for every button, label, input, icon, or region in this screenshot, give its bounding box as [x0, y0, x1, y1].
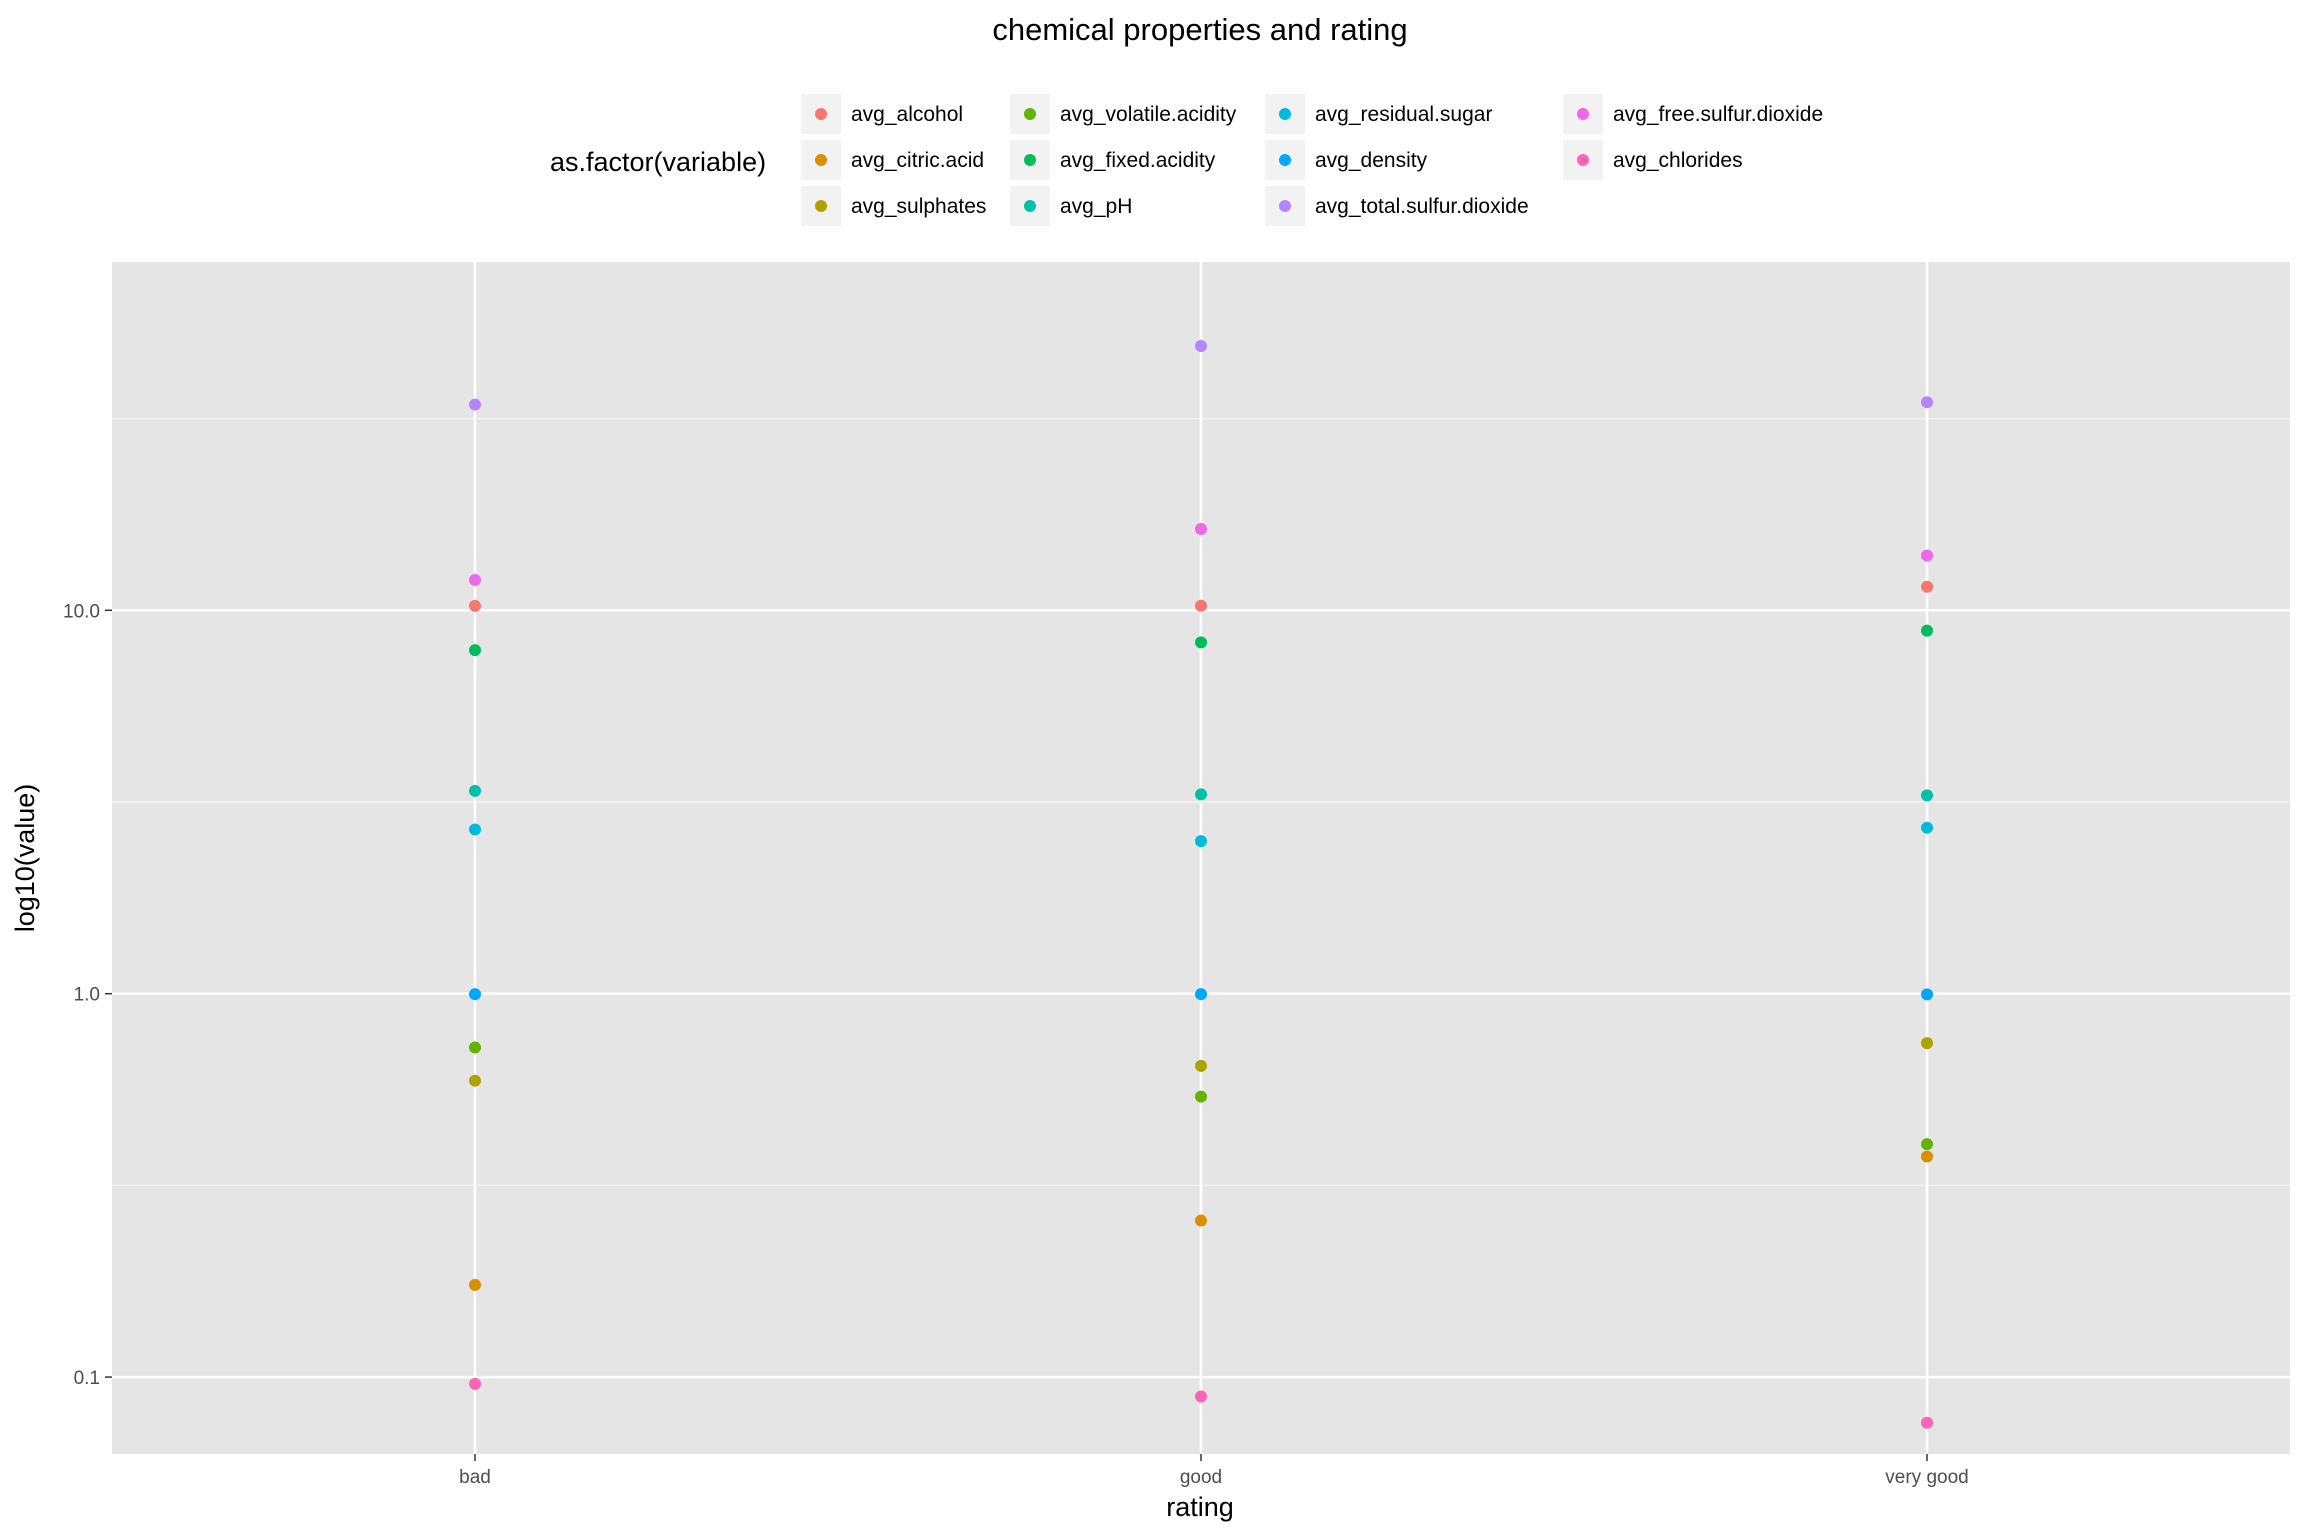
legend-title: as.factor(variable) — [550, 147, 766, 177]
legend-swatch — [1024, 200, 1036, 212]
x-axis-title: rating — [1166, 1492, 1234, 1522]
legend-swatch — [1024, 154, 1036, 166]
x-tick-label: bad — [459, 1467, 491, 1488]
data-point — [1195, 636, 1207, 649]
legend-label: avg_alcohol — [851, 103, 963, 126]
data-point — [469, 599, 481, 612]
data-point — [1921, 580, 1933, 593]
legend-swatch — [1577, 154, 1589, 166]
legend-swatch — [1279, 200, 1291, 212]
legend-label: avg_density — [1315, 149, 1428, 172]
legend-swatch — [1279, 108, 1291, 120]
data-point — [469, 1074, 481, 1087]
legend-label: avg_residual.sugar — [1315, 103, 1492, 126]
data-point — [1195, 599, 1207, 612]
y-tick-label: 10.0 — [63, 601, 100, 622]
data-point — [1195, 1390, 1207, 1403]
data-point — [1921, 789, 1933, 802]
data-point — [469, 1041, 481, 1054]
legend-label: avg_fixed.acidity — [1060, 149, 1216, 172]
data-point — [1921, 624, 1933, 637]
data-point — [1195, 1090, 1207, 1103]
legend-swatch — [815, 200, 827, 212]
data-point — [469, 823, 481, 836]
data-point — [1195, 1214, 1207, 1227]
data-point — [1921, 1037, 1933, 1050]
legend-label: avg_total.sulfur.dioxide — [1315, 195, 1529, 218]
data-point — [1921, 549, 1933, 562]
x-tick-label: good — [1180, 1467, 1222, 1488]
data-point — [1921, 396, 1933, 409]
data-points — [469, 340, 1933, 1429]
legend-label: avg_chlorides — [1613, 149, 1743, 172]
data-point — [1195, 1059, 1207, 1072]
legend-swatch — [815, 154, 827, 166]
data-point — [469, 398, 481, 411]
data-point — [1921, 988, 1933, 1001]
data-point — [469, 573, 481, 586]
data-point — [1195, 788, 1207, 801]
chart-title: chemical properties and rating — [992, 12, 1407, 47]
data-point — [1195, 522, 1207, 535]
data-point — [469, 988, 481, 1001]
data-point — [1195, 988, 1207, 1001]
legend-label: avg_free.sulfur.dioxide — [1613, 103, 1823, 126]
legend-label: avg_volatile.acidity — [1060, 103, 1237, 126]
legend: as.factor(variable) avg_alcohol avg_citri… — [550, 94, 1823, 226]
legend-swatch — [1279, 154, 1291, 166]
legend-swatch — [1577, 108, 1589, 120]
data-point — [1921, 1416, 1933, 1429]
data-point — [469, 1278, 481, 1291]
data-point — [1921, 1150, 1933, 1163]
data-point — [1921, 1138, 1933, 1151]
legend-swatch — [815, 108, 827, 120]
data-point — [469, 644, 481, 657]
data-point — [1195, 340, 1207, 353]
legend-label: avg_pH — [1060, 195, 1132, 218]
y-axis-title: log10(value) — [10, 784, 40, 933]
legend-label: avg_citric.acid — [851, 149, 984, 172]
data-point — [1921, 821, 1933, 834]
x-axis: bad good very good — [459, 1454, 1969, 1488]
y-tick-label: 1.0 — [74, 985, 100, 1006]
y-axis: 0.1 1.0 10.0 — [63, 601, 112, 1389]
legend-label: avg_sulphates — [851, 195, 986, 218]
x-tick-label: very good — [1885, 1467, 1968, 1488]
data-point — [469, 784, 481, 797]
data-point — [1195, 835, 1207, 848]
legend-swatch — [1024, 108, 1036, 120]
y-tick-label: 0.1 — [74, 1368, 100, 1389]
data-point — [469, 1377, 481, 1390]
